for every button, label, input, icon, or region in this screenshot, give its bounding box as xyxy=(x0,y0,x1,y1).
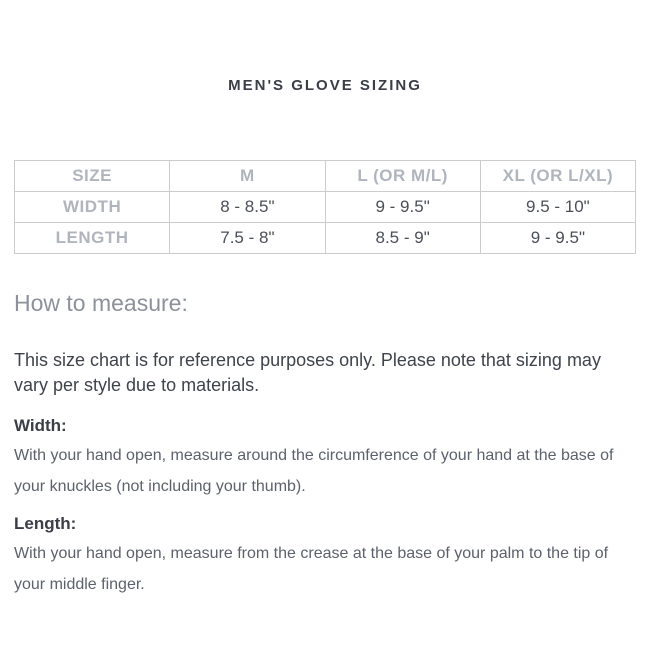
table-row-length: LENGTH 7.5 - 8" 8.5 - 9" 9 - 9.5" xyxy=(13,222,637,254)
column-header-l: L (OR M/L) xyxy=(324,160,481,192)
width-value-m: 8 - 8.5" xyxy=(169,191,326,223)
width-instructions-text: With your hand open, measure around the … xyxy=(14,447,614,495)
sizing-disclaimer-text: This size chart is for reference purpose… xyxy=(14,350,601,395)
length-instructions-text: With your hand open, measure from the cr… xyxy=(14,545,609,593)
row-label-length: LENGTH xyxy=(13,222,171,254)
width-value-l: 9 - 9.5" xyxy=(324,191,481,223)
how-to-measure-heading: How to measure: xyxy=(14,290,188,316)
column-header-xl: XL (OR L/XL) xyxy=(479,160,637,192)
column-header-size: SIZE xyxy=(13,160,171,192)
length-term-label: Length: xyxy=(14,514,77,533)
length-value-xl: 9 - 9.5" xyxy=(479,222,637,254)
width-value-xl: 9.5 - 10" xyxy=(479,191,637,223)
size-table: SIZE M L (OR M/L) XL (OR L/XL) WIDTH 8 -… xyxy=(13,160,637,254)
column-header-m: M xyxy=(169,160,326,192)
table-header-row: SIZE M L (OR M/L) XL (OR L/XL) xyxy=(13,160,637,192)
length-value-l: 8.5 - 9" xyxy=(324,222,481,254)
length-value-m: 7.5 - 8" xyxy=(169,222,326,254)
page-title: MEN'S GLOVE SIZING xyxy=(228,77,422,94)
row-label-width: WIDTH xyxy=(13,191,171,223)
table-row-width: WIDTH 8 - 8.5" 9 - 9.5" 9.5 - 10" xyxy=(13,191,637,223)
width-term-label: Width: xyxy=(14,416,67,435)
size-table-head: SIZE M L (OR M/L) XL (OR L/XL) xyxy=(13,160,637,192)
size-table-body: WIDTH 8 - 8.5" 9 - 9.5" 9.5 - 10" LENGTH… xyxy=(13,191,637,254)
